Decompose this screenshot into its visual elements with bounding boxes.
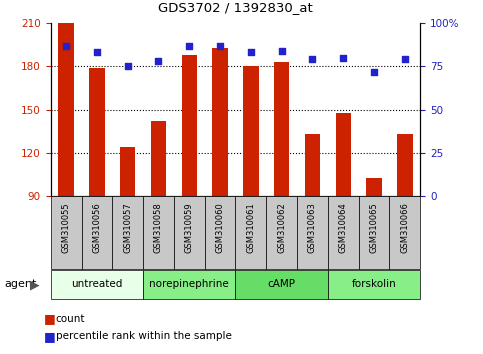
Text: GSM310060: GSM310060 <box>215 202 225 253</box>
Text: GDS3702 / 1392830_at: GDS3702 / 1392830_at <box>158 1 313 13</box>
Bar <box>305 134 320 196</box>
Bar <box>51 270 143 299</box>
Bar <box>174 196 205 269</box>
Text: GSM310061: GSM310061 <box>246 202 256 253</box>
Text: count: count <box>56 314 85 324</box>
Bar <box>205 196 236 269</box>
Text: cAMP: cAMP <box>268 279 296 290</box>
Bar <box>336 113 351 196</box>
Point <box>124 64 131 69</box>
Bar <box>143 196 174 269</box>
Bar <box>328 196 358 269</box>
Text: ■: ■ <box>43 330 55 343</box>
Bar <box>236 270 328 299</box>
Bar <box>151 121 166 196</box>
Text: GSM310066: GSM310066 <box>400 202 409 253</box>
Point <box>370 69 378 74</box>
Text: GSM310062: GSM310062 <box>277 202 286 253</box>
Bar <box>143 270 236 299</box>
Bar <box>328 270 420 299</box>
Bar <box>182 55 197 196</box>
Bar <box>120 147 135 196</box>
Text: GSM310055: GSM310055 <box>62 202 71 253</box>
Text: GSM310059: GSM310059 <box>185 202 194 253</box>
Bar <box>274 62 289 196</box>
Bar <box>112 196 143 269</box>
Bar <box>82 196 112 269</box>
Bar <box>58 23 74 196</box>
Text: untreated: untreated <box>71 279 123 290</box>
Point <box>155 58 162 64</box>
Bar <box>366 178 382 196</box>
Bar <box>213 47 228 196</box>
Text: ■: ■ <box>43 312 55 325</box>
Point <box>62 43 70 48</box>
Text: GSM310058: GSM310058 <box>154 202 163 253</box>
Text: percentile rank within the sample: percentile rank within the sample <box>56 331 231 341</box>
Bar <box>236 196 266 269</box>
Point <box>278 48 285 53</box>
Bar <box>297 196 328 269</box>
Point <box>247 50 255 55</box>
Text: GSM310063: GSM310063 <box>308 202 317 253</box>
Text: GSM310065: GSM310065 <box>369 202 379 253</box>
Point <box>185 43 193 48</box>
Point <box>401 57 409 62</box>
Text: forskolin: forskolin <box>352 279 397 290</box>
Point <box>216 43 224 48</box>
Bar <box>51 196 82 269</box>
Text: GSM310064: GSM310064 <box>339 202 348 253</box>
Bar <box>397 134 412 196</box>
Point <box>309 57 316 62</box>
Text: ▶: ▶ <box>30 278 40 291</box>
Text: GSM310057: GSM310057 <box>123 202 132 253</box>
Text: norepinephrine: norepinephrine <box>149 279 229 290</box>
Point <box>340 55 347 61</box>
Bar <box>358 196 389 269</box>
Point <box>93 50 101 55</box>
Text: agent: agent <box>5 279 37 290</box>
Bar <box>266 196 297 269</box>
Bar <box>89 68 105 196</box>
Bar <box>389 196 420 269</box>
Text: GSM310056: GSM310056 <box>92 202 101 253</box>
Bar <box>243 67 258 196</box>
